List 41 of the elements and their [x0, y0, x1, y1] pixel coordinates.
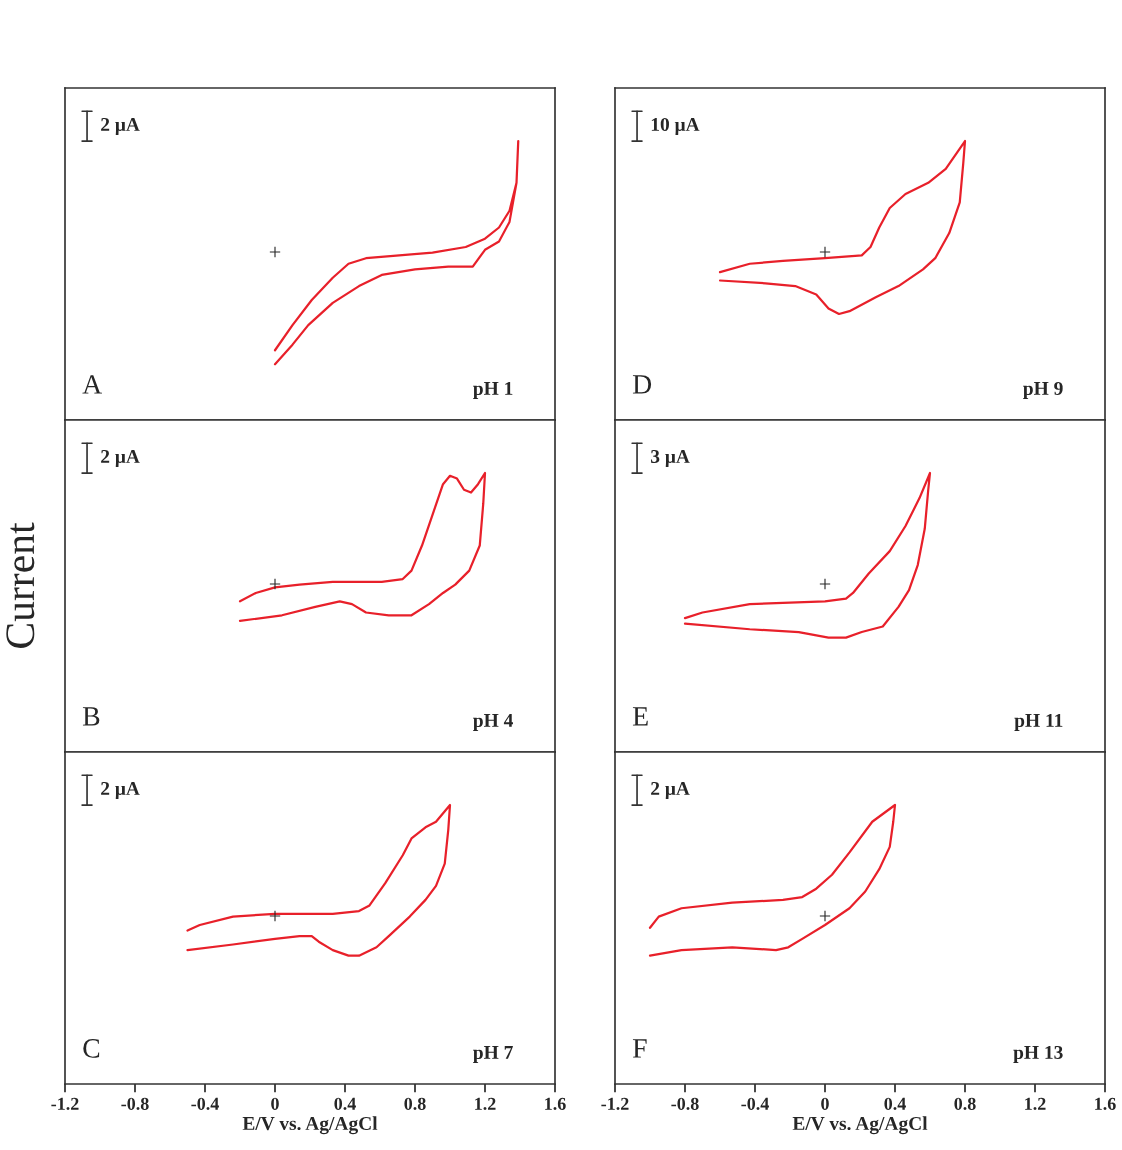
annotation: A [82, 375, 103, 394]
x-tick-label: -1.2 [51, 1097, 79, 1110]
x-tick-label: 1.2 [1025, 1097, 1046, 1110]
x-tick-label: -0.8 [121, 1097, 149, 1110]
annotation: + [269, 246, 281, 258]
x-tick-label: 1.6 [1095, 1097, 1116, 1110]
x-tick-label: 1.2 [475, 1097, 496, 1110]
x-tick-label: 0.4 [884, 1097, 906, 1110]
annotation: F [632, 1039, 647, 1058]
x-tick-label: 0 [821, 1097, 829, 1110]
text: 2 μA [101, 781, 140, 799]
x-tick-label: -1.2 [601, 1097, 629, 1110]
x-tick-label: 0.4 [334, 1097, 356, 1110]
annotation: B [82, 707, 100, 726]
text: 10 μA [651, 117, 700, 135]
annotation: pH 13 [1013, 1045, 1063, 1063]
x-tick-label: 0.8 [954, 1097, 976, 1110]
text: 2 μA [101, 449, 140, 467]
x-axis-title: E/V vs. Ag/AgCl [242, 1116, 378, 1135]
text: 2 μA [101, 117, 140, 135]
annotation: + [819, 910, 831, 922]
x-tick-label: 0.8 [404, 1097, 426, 1110]
annotation: pH 7 [473, 1046, 513, 1063]
y-axis-title: Current [6, 522, 35, 648]
text: 2 μA [651, 781, 690, 799]
annotation: + [819, 578, 831, 590]
x-tick-label: -0.8 [671, 1097, 699, 1110]
annotation: pH 11 [1014, 713, 1063, 731]
x-tick-label: 1.6 [545, 1097, 566, 1110]
annotation: + [819, 246, 831, 258]
x-tick-label: -0.4 [191, 1097, 219, 1110]
annotation: C [83, 1039, 100, 1058]
x-axis-title: E/V vs. Ag/AgCl [792, 1116, 928, 1135]
text: 3 μA [651, 449, 690, 467]
annotation: pH 9 [1023, 381, 1063, 399]
x-tick-label: -0.4 [741, 1097, 769, 1110]
annotation: E [632, 707, 648, 726]
x-tick-label: 0 [271, 1097, 279, 1110]
annotation: pH 1 [473, 381, 513, 399]
annotation: D [632, 375, 652, 394]
annotation: pH 4 [473, 714, 513, 731]
